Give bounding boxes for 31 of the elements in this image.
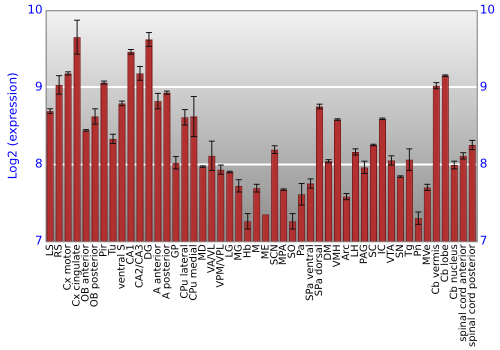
x-tick-label: Cb lobe — [440, 244, 451, 282]
x-tick-label: Hb — [242, 244, 254, 258]
x-tick-label: RS — [54, 244, 65, 258]
x-tick-label: VPM/VPL — [215, 244, 226, 288]
y-axis-title: Log2 (expression) — [5, 72, 20, 180]
x-tick-label: spinal cord posterior — [466, 243, 478, 348]
x-tick-label: A posterior — [162, 243, 172, 300]
x-tick-label: MD — [197, 244, 208, 261]
x-tick-label: Pn — [412, 244, 424, 256]
x-tick-label: OB posterior — [90, 243, 101, 308]
y-tick-label: 7 — [35, 233, 43, 248]
x-tick-label: DG — [144, 244, 155, 260]
y-tick-label: 9 — [35, 79, 43, 94]
x-tick-label: LG — [224, 244, 236, 258]
x-tick-label: MVe — [422, 244, 433, 266]
x-tick-label: spinal cord anterior — [458, 243, 469, 342]
x-tick-label: M — [251, 244, 262, 253]
y2-tick-label: 9 — [480, 79, 488, 94]
y2-tick-label: 8 — [480, 156, 488, 170]
x-tick-label: Pa — [296, 244, 308, 256]
y2-tick-label: 7 — [480, 233, 488, 248]
y2-tick-label: 10 — [480, 2, 496, 16]
x-tick-label: VA/VL — [206, 244, 218, 274]
x-tick-label: GP — [170, 244, 182, 258]
x-tick-label: ME — [260, 244, 272, 260]
x-tick-label: CPu medial — [188, 244, 200, 301]
x-tick-label: Tg — [404, 244, 415, 258]
y-tick-label: 10 — [27, 2, 43, 16]
x-tick-label: SCN — [269, 244, 280, 266]
y-tick-label: 8 — [35, 156, 43, 170]
x-tick-label: SN — [394, 244, 406, 258]
